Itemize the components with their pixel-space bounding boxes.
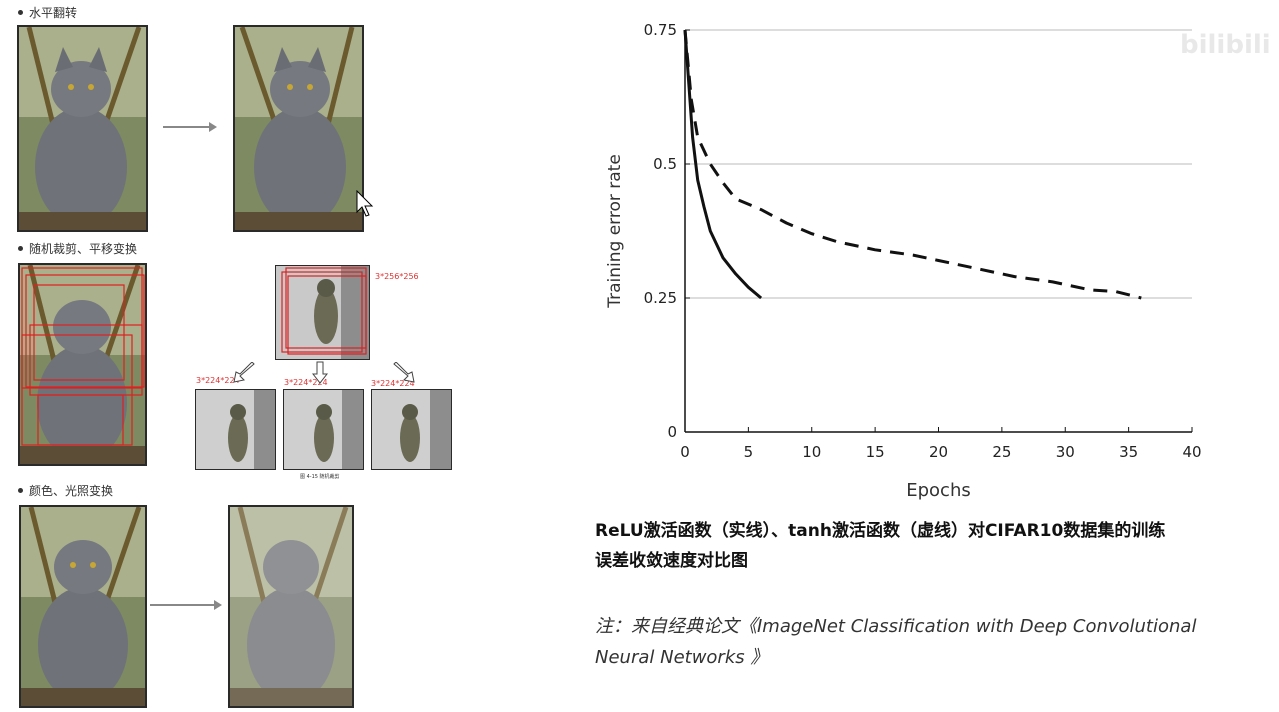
section-label-flip: 水平翻转 <box>18 4 77 21</box>
cat-photo-flipped <box>233 25 364 232</box>
x-axis-label: Epochs <box>906 480 971 501</box>
cat-photo-original-color <box>19 505 147 708</box>
series-line-dashed <box>683 29 1142 300</box>
crop-size-label: 3*224*224 <box>371 379 415 388</box>
arrow-right-icon <box>163 121 217 133</box>
section-label-crop-text: 随机裁剪、平移变换 <box>29 242 138 256</box>
crop-size-label: 3*224*224 <box>196 376 240 385</box>
crop-size-label: 3*256*256 <box>375 272 419 281</box>
series-line-solid <box>683 29 763 300</box>
arrow-down-right-icon <box>392 361 416 388</box>
caption-line: 误差收敛速度对比图 <box>595 551 748 571</box>
cat-photo-crop-boxes <box>18 263 147 466</box>
bullet-icon <box>18 246 23 251</box>
x-tick-label: 30 <box>1056 443 1075 461</box>
x-tick-label: 25 <box>992 443 1011 461</box>
y-axis-label: Training error rate <box>605 154 625 309</box>
chart-svg: 0 5 10 15 20 25 30 35 40 0 0.25 0.5 0.75 Epochs Traini… <box>605 21 1202 501</box>
caption-line: ReLU激活函数（实线）、tanh激活函数（虚线）对CIFAR10数据集的训练 <box>595 521 1166 541</box>
x-tick-label: 15 <box>866 443 885 461</box>
x-tick-label: 35 <box>1119 443 1138 461</box>
chart-caption: ReLU激活函数（实线）、tanh激活函数（虚线）对CIFAR10数据集的训练 … <box>595 516 1255 576</box>
section-label-crop: 随机裁剪、平移变换 <box>18 240 137 257</box>
cat-photo-original <box>17 25 148 232</box>
crop-source-image <box>275 265 370 360</box>
crop-result-image <box>195 389 276 470</box>
y-tick-label: 0.75 <box>644 21 677 39</box>
crop-figure-caption: 图 4-15 随机裁剪 <box>300 474 340 480</box>
x-tick-label: 10 <box>802 443 821 461</box>
arrow-down-icon <box>311 361 329 389</box>
section-label-color-text: 颜色、光照变换 <box>29 484 114 498</box>
x-tick-label: 40 <box>1182 443 1201 461</box>
mouse-cursor-icon <box>356 189 376 222</box>
arrow-right-icon <box>150 599 222 611</box>
watermark-logo: bilibili <box>1180 30 1271 60</box>
bullet-icon <box>18 488 23 493</box>
crop-result-image <box>283 389 364 470</box>
section-label-color: 颜色、光照变换 <box>18 482 113 499</box>
x-tick-label: 0 <box>680 443 690 461</box>
bullet-icon <box>18 10 23 15</box>
training-error-chart: 0 5 10 15 20 25 30 35 40 0 0.25 0.5 0.75 Epochs Traini… <box>595 10 1235 510</box>
note-line: 注：来自经典论文《ImageNet Classification with De… <box>595 616 1197 637</box>
source-note: 注：来自经典论文《ImageNet Classification with De… <box>595 611 1255 673</box>
x-tick-label: 20 <box>929 443 948 461</box>
arrow-down-left-icon <box>232 361 256 388</box>
x-tick-label: 5 <box>744 443 754 461</box>
crop-size-label: 3*224*224 <box>284 378 328 387</box>
note-line: Neural Networks 》 <box>595 647 769 668</box>
y-tick-label: 0.25 <box>644 289 677 307</box>
cat-photo-color-adjusted <box>228 505 354 708</box>
crop-result-image <box>371 389 452 470</box>
y-tick-label: 0 <box>667 423 677 441</box>
y-tick-label: 0.5 <box>653 155 677 173</box>
section-label-flip-text: 水平翻转 <box>29 6 78 20</box>
